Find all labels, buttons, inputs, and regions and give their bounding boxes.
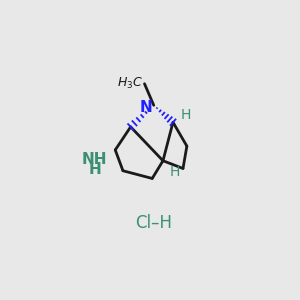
Text: $H_3C$: $H_3C$ [117, 76, 143, 91]
Text: N: N [140, 100, 152, 115]
Text: NH: NH [82, 152, 107, 167]
Text: H: H [181, 108, 191, 122]
Text: H: H [89, 163, 102, 178]
Text: H: H [170, 165, 181, 179]
Text: Cl–H: Cl–H [135, 214, 172, 232]
